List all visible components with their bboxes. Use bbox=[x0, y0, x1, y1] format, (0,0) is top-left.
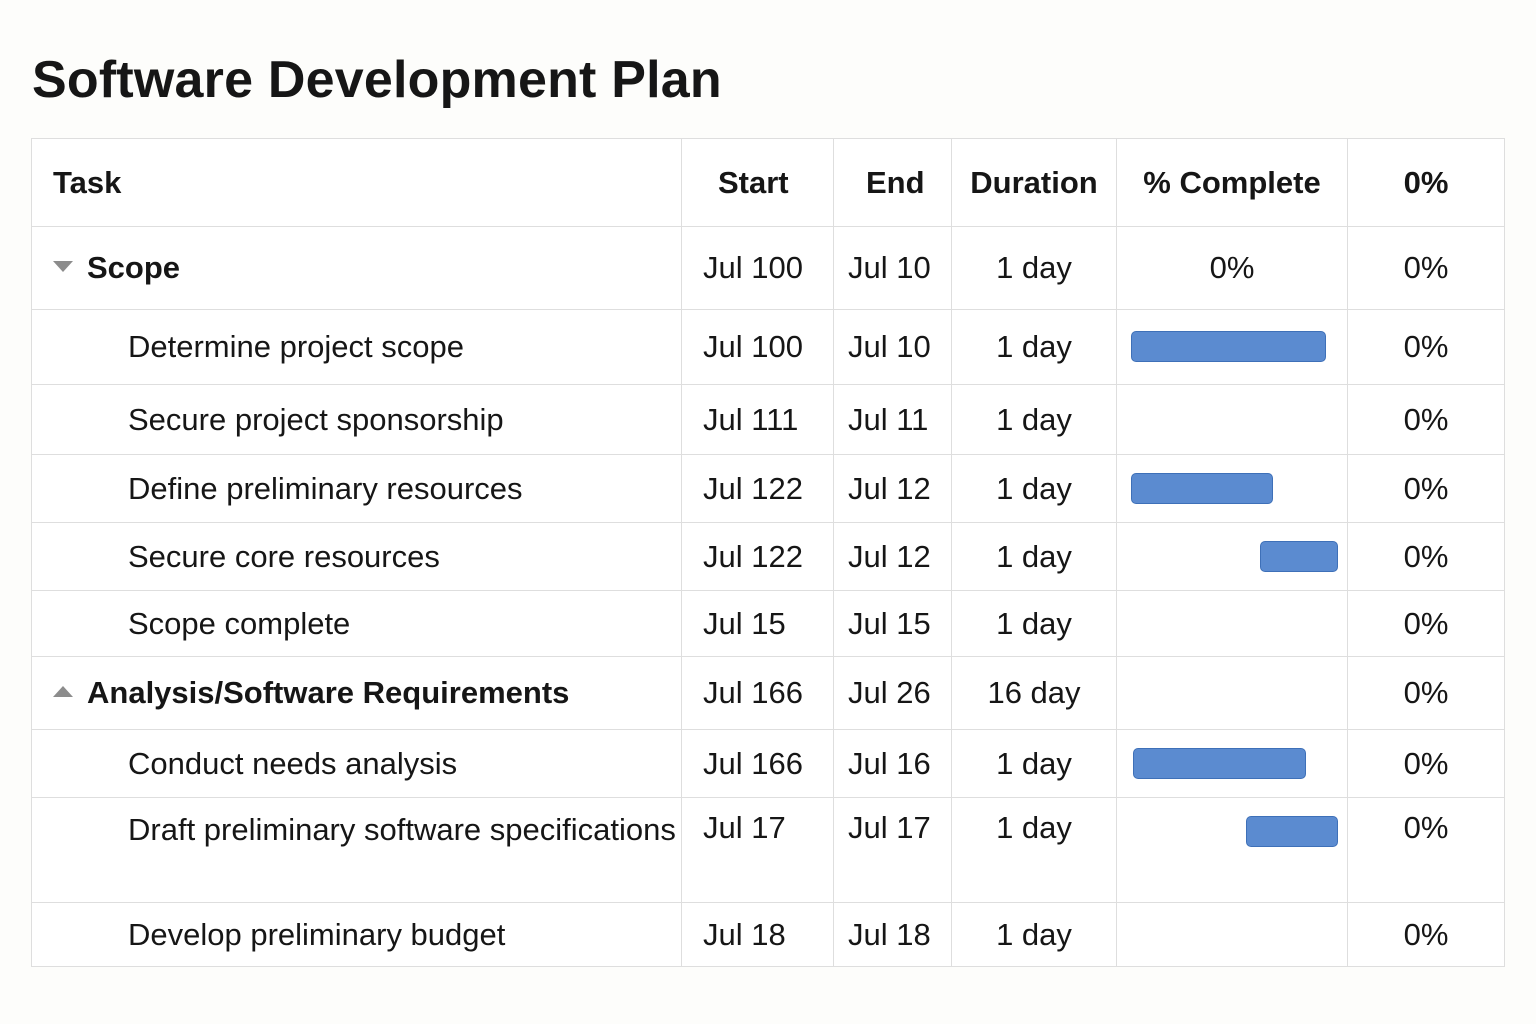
task-row[interactable]: Draft preliminary software specification… bbox=[31, 797, 1505, 903]
task-name: Determine project scope bbox=[128, 329, 464, 364]
start-date-cell: Jul 122 bbox=[681, 522, 834, 591]
header-row: Task Start End Duration % Complete 0% bbox=[31, 138, 1505, 227]
task-cell[interactable]: Secure project sponsorship bbox=[31, 384, 682, 455]
group-row[interactable]: Scope Jul 100 Jul 10 1 day 0% 0% bbox=[31, 226, 1505, 310]
progress-bar[interactable] bbox=[1259, 540, 1338, 572]
end-date-cell: Jul 17 bbox=[833, 797, 952, 903]
task-rows: Scope Jul 100 Jul 10 1 day 0% 0% Determine pro… bbox=[31, 226, 1505, 967]
last-column-cell: 0% bbox=[1347, 656, 1505, 730]
task-row[interactable]: Scope complete Jul 15 Jul 15 1 day 0% bbox=[31, 590, 1505, 657]
last-column-cell: 0% bbox=[1347, 522, 1505, 591]
end-date-cell: Jul 18 bbox=[833, 902, 952, 967]
progress-bar[interactable] bbox=[1130, 472, 1274, 504]
pct-complete-cell bbox=[1116, 384, 1348, 455]
task-cell[interactable]: Develop preliminary budget bbox=[31, 902, 682, 967]
start-date-cell: Jul 18 bbox=[681, 902, 834, 967]
end-date-cell: Jul 16 bbox=[833, 729, 952, 798]
task-name: Scope bbox=[87, 250, 181, 285]
duration-cell: 1 day bbox=[951, 226, 1117, 310]
start-date-cell: Jul 166 bbox=[681, 656, 834, 730]
pct-complete-cell bbox=[1116, 309, 1348, 385]
plan-table: Task Start End Duration % Complete 0% Sc… bbox=[31, 138, 1505, 967]
start-date-cell: Jul 100 bbox=[681, 226, 834, 310]
pct-complete-cell bbox=[1116, 590, 1348, 657]
task-name: Scope complete bbox=[128, 605, 351, 641]
end-date-cell: Jul 15 bbox=[833, 590, 952, 657]
duration-cell: 1 day bbox=[951, 590, 1117, 657]
start-date-cell: Jul 166 bbox=[681, 729, 834, 798]
task-cell[interactable]: Scope bbox=[31, 226, 682, 310]
column-header-end[interactable]: End bbox=[833, 138, 952, 227]
duration-cell: 1 day bbox=[951, 309, 1117, 385]
task-name: Secure core resources bbox=[128, 538, 440, 574]
last-column-cell: 0% bbox=[1347, 590, 1505, 657]
pct-complete-cell bbox=[1116, 522, 1348, 591]
start-date-cell: Jul 17 bbox=[681, 797, 834, 903]
caret-down-icon[interactable] bbox=[53, 261, 73, 273]
duration-cell: 16 day bbox=[951, 656, 1117, 730]
end-date-cell: Jul 26 bbox=[833, 656, 952, 730]
task-row[interactable]: Secure core resources Jul 122 Jul 12 1 day 0… bbox=[31, 522, 1505, 591]
duration-cell: 1 day bbox=[951, 729, 1117, 798]
pct-complete-cell: 0% bbox=[1116, 226, 1348, 310]
duration-cell: 1 day bbox=[951, 902, 1117, 967]
progress-bar[interactable] bbox=[1130, 331, 1327, 362]
task-name: Secure project sponsorship bbox=[128, 401, 504, 437]
pct-complete-cell bbox=[1116, 454, 1348, 523]
pct-complete-value: 0% bbox=[1209, 250, 1255, 285]
duration-cell: 1 day bbox=[951, 797, 1117, 903]
task-row[interactable]: Determine project scope Jul 100 Jul 10 1 da… bbox=[31, 309, 1505, 385]
task-name: Analysis/Software Requirements bbox=[87, 675, 570, 710]
end-date-cell: Jul 12 bbox=[833, 454, 952, 523]
task-cell[interactable]: Draft preliminary software specification… bbox=[31, 797, 682, 903]
pct-complete-cell bbox=[1116, 729, 1348, 798]
pct-complete-cell bbox=[1116, 797, 1348, 903]
task-name: Conduct needs analysis bbox=[128, 745, 458, 781]
column-header-pct-complete[interactable]: % Complete bbox=[1116, 138, 1348, 227]
progress-bar[interactable] bbox=[1133, 747, 1306, 779]
task-row[interactable]: Define preliminary resources Jul 122 Jul 1… bbox=[31, 454, 1505, 523]
end-date-cell: Jul 12 bbox=[833, 522, 952, 591]
column-header-task[interactable]: Task bbox=[31, 138, 682, 227]
start-date-cell: Jul 100 bbox=[681, 309, 834, 385]
group-row[interactable]: Analysis/Software Requirements Jul 166 Jul… bbox=[31, 656, 1505, 730]
end-date-cell: Jul 10 bbox=[833, 309, 952, 385]
duration-cell: 1 day bbox=[951, 384, 1117, 455]
column-header-start[interactable]: Start bbox=[681, 138, 834, 227]
last-column-cell: 0% bbox=[1347, 454, 1505, 523]
start-date-cell: Jul 122 bbox=[681, 454, 834, 523]
page-title: Software Development Plan bbox=[32, 51, 722, 109]
column-header-last[interactable]: 0% bbox=[1347, 138, 1505, 227]
task-cell[interactable]: Conduct needs analysis bbox=[31, 729, 682, 798]
end-date-cell: Jul 11 bbox=[833, 384, 952, 455]
progress-bar[interactable] bbox=[1245, 816, 1338, 847]
task-name: Define preliminary resources bbox=[128, 470, 523, 506]
task-cell[interactable]: Analysis/Software Requirements bbox=[31, 656, 682, 730]
task-cell[interactable]: Secure core resources bbox=[31, 522, 682, 591]
end-date-cell: Jul 10 bbox=[833, 226, 952, 310]
last-column-cell: 0% bbox=[1347, 226, 1505, 310]
task-row[interactable]: Secure project sponsorship Jul 111 Jul 11 1… bbox=[31, 384, 1505, 455]
last-column-cell: 0% bbox=[1347, 729, 1505, 798]
task-cell[interactable]: Scope complete bbox=[31, 590, 682, 657]
last-column-cell: 0% bbox=[1347, 309, 1505, 385]
task-cell[interactable]: Define preliminary resources bbox=[31, 454, 682, 523]
column-header-duration[interactable]: Duration bbox=[951, 138, 1117, 227]
pct-complete-cell bbox=[1116, 902, 1348, 967]
task-cell[interactable]: Determine project scope bbox=[31, 309, 682, 385]
pct-complete-cell bbox=[1116, 656, 1348, 730]
last-column-cell: 0% bbox=[1347, 797, 1505, 903]
task-row[interactable]: Develop preliminary budget Jul 18 Jul 18 1 … bbox=[31, 902, 1505, 967]
duration-cell: 1 day bbox=[951, 522, 1117, 591]
start-date-cell: Jul 15 bbox=[681, 590, 834, 657]
last-column-cell: 0% bbox=[1347, 384, 1505, 455]
duration-cell: 1 day bbox=[951, 454, 1117, 523]
start-date-cell: Jul 111 bbox=[681, 384, 834, 455]
task-row[interactable]: Conduct needs analysis Jul 166 Jul 16 1 day… bbox=[31, 729, 1505, 798]
caret-up-icon[interactable] bbox=[53, 686, 73, 698]
task-name: Draft preliminary software specification… bbox=[128, 812, 676, 847]
last-column-cell: 0% bbox=[1347, 902, 1505, 967]
task-name: Develop preliminary budget bbox=[128, 916, 506, 952]
